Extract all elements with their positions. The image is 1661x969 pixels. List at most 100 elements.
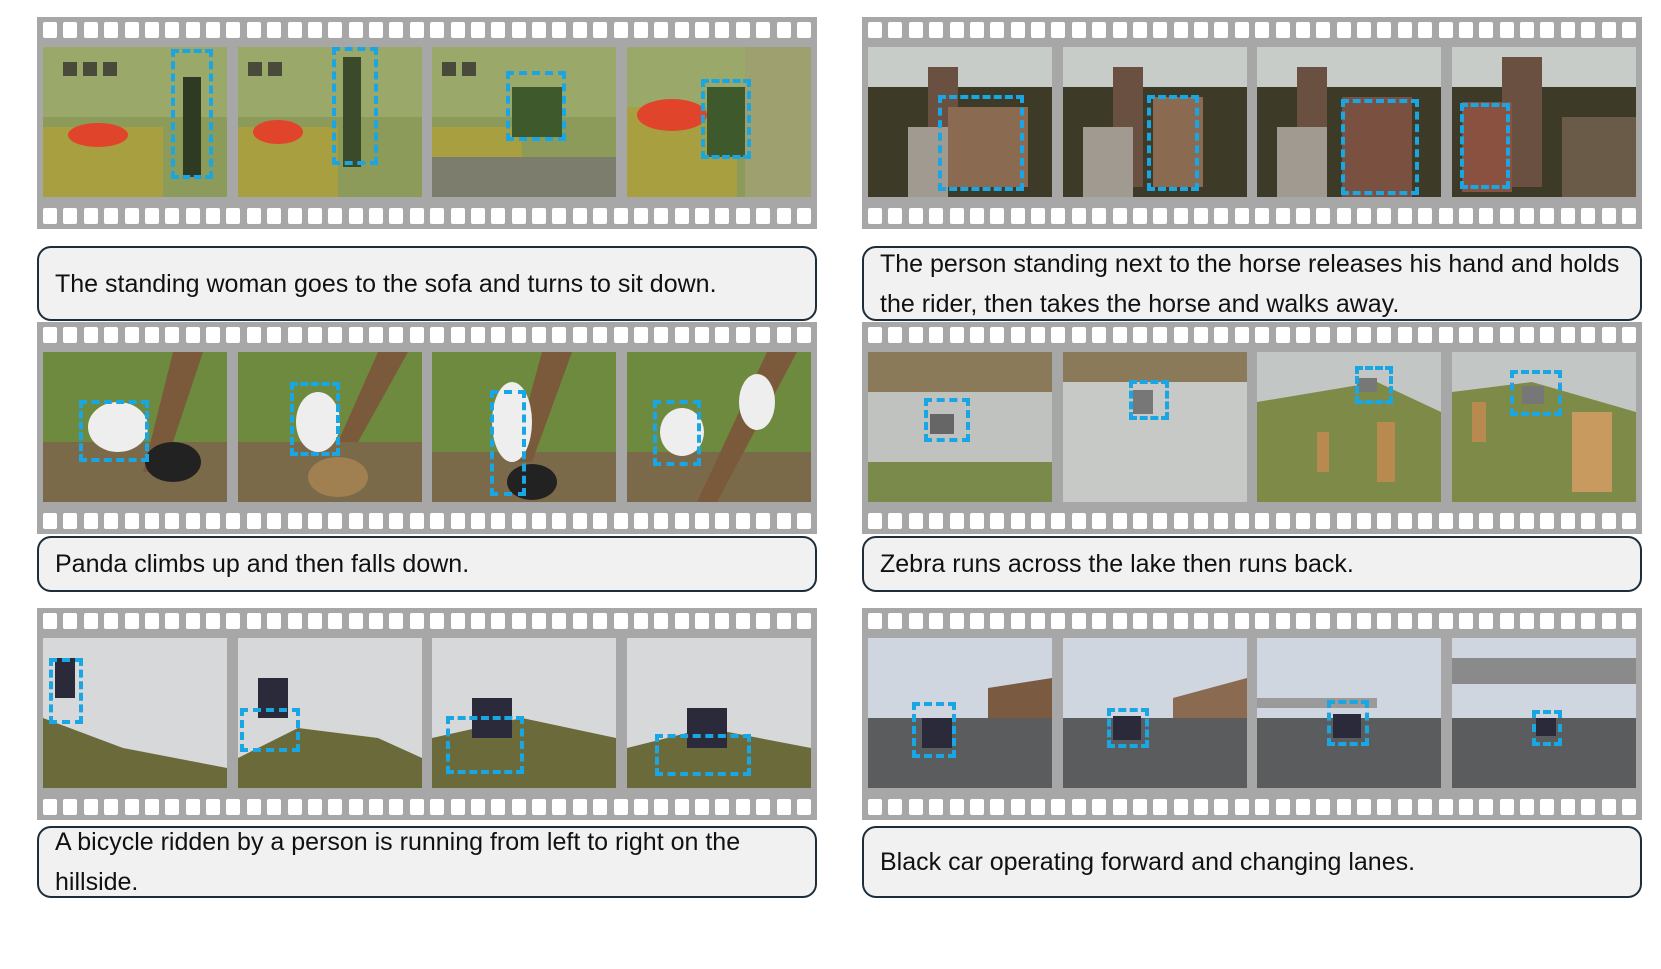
sprocket-hole [1031,208,1045,224]
sprocket-hole [1357,799,1371,815]
sprocket-hole [990,327,1005,343]
sprocket-hole [654,22,669,38]
sprocket-hole [593,799,608,815]
sprocket-hole [1051,513,1066,529]
sprocket-hole [1295,327,1310,343]
sprocket-hole [756,513,771,529]
sprocket-hole [287,799,302,815]
sprocket-hole [868,513,882,529]
sprocket-holes-top [868,613,1636,629]
sprocket-hole [307,327,322,343]
sprocket-hole [735,799,750,815]
sprocket-hole [1153,513,1168,529]
video-frame-3 [432,47,617,197]
sprocket-hole [654,327,669,343]
sprocket-hole [165,513,180,529]
sprocket-hole [206,22,220,38]
bounding-box [1531,710,1562,746]
sprocket-hole [1031,799,1045,815]
sprocket-hole [226,327,241,343]
bounding-box [912,702,956,758]
sprocket-hole [1071,613,1086,629]
sprocket-hole [593,613,608,629]
sprocket-hole [1234,513,1249,529]
video-frame-4 [626,352,811,502]
sprocket-hole [267,613,282,629]
sprocket-hole [674,208,689,224]
sprocket-hole [144,208,159,224]
sprocket-hole [1316,22,1331,38]
sprocket-hole [1275,208,1290,224]
sprocket-hole [1601,613,1616,629]
sprocket-hole [1540,799,1555,815]
sprocket-hole [908,22,923,38]
sprocket-hole [491,22,506,38]
sprocket-hole [532,613,546,629]
sprocket-hole [1581,513,1596,529]
sprocket-hole [226,613,241,629]
sprocket-hole [1214,799,1229,815]
sprocket-hole [1051,799,1066,815]
sprocket-hole [206,208,220,224]
sprocket-hole [470,208,485,224]
sprocket-hole [1194,799,1208,815]
sprocket-hole [185,22,200,38]
sprocket-hole [369,327,383,343]
sprocket-hole [1438,22,1453,38]
sprocket-hole [1540,327,1555,343]
film-strip [37,608,817,820]
sprocket-hole [552,513,567,529]
sprocket-hole [1540,513,1555,529]
sprocket-hole [83,208,98,224]
video-frame-4 [1451,352,1636,502]
sprocket-hole [969,513,984,529]
sprocket-hole [1397,613,1412,629]
sprocket-hole [756,613,771,629]
sprocket-hole [1499,613,1514,629]
sprocket-hole [1092,513,1107,529]
sprocket-hole [593,513,608,529]
sprocket-hole [532,22,546,38]
sprocket-hole [1051,613,1066,629]
bounding-box [938,95,1024,191]
sprocket-hole [1275,799,1290,815]
sprocket-hole [613,208,628,224]
sprocket-hole [1295,613,1310,629]
sprocket-hole [532,799,546,815]
sprocket-hole [165,22,180,38]
bounding-box [1341,99,1420,195]
sprocket-hole [1418,22,1433,38]
caption-text: Black car operating forward and changing… [880,848,1416,876]
sprocket-hole [1418,613,1433,629]
sprocket-hole [674,327,689,343]
sprocket-hole [1377,208,1392,224]
sprocket-hole [1173,513,1188,529]
sprocket-hole [1010,327,1025,343]
sprocket-hole [1438,613,1453,629]
sprocket-hole [1397,513,1412,529]
sprocket-hole [206,327,220,343]
sprocket-hole [1357,22,1371,38]
sprocket-hole [1194,327,1208,343]
sprocket-hole [1621,613,1636,629]
sprocket-holes-top [43,22,811,38]
bounding-box [1128,380,1169,420]
sprocket-hole [572,799,587,815]
sprocket-hole [1173,799,1188,815]
sprocket-hole [83,513,98,529]
sprocket-hole [1295,513,1310,529]
sprocket-hole [1357,513,1371,529]
sprocket-hole [124,613,139,629]
sprocket-hole [1132,613,1147,629]
sprocket-hole [1153,327,1168,343]
sprocket-hole [1214,22,1229,38]
sprocket-hole [124,513,139,529]
sprocket-hole [307,799,322,815]
video-frame-2 [237,47,422,197]
sprocket-holes-bottom [868,799,1636,815]
sprocket-hole [307,208,322,224]
sprocket-hole [206,799,220,815]
video-frame-4 [626,47,811,197]
sprocket-hole [654,513,669,529]
sprocket-hole [633,799,648,815]
